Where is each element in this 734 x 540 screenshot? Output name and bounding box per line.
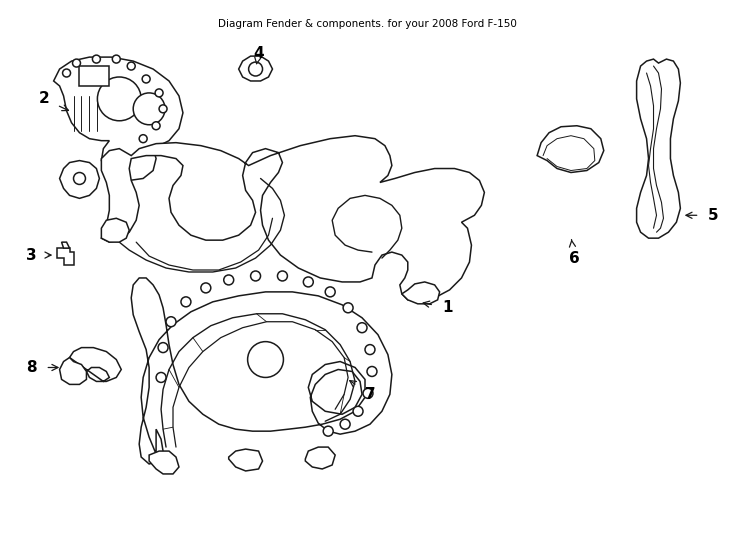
Polygon shape [70, 348, 121, 381]
Polygon shape [79, 66, 109, 86]
Circle shape [73, 59, 81, 67]
Circle shape [92, 55, 101, 63]
Polygon shape [149, 451, 179, 474]
Circle shape [127, 62, 135, 70]
Circle shape [353, 406, 363, 416]
Polygon shape [239, 56, 272, 81]
Circle shape [142, 75, 150, 83]
Text: 7: 7 [349, 381, 375, 402]
Text: 5: 5 [686, 208, 719, 223]
Text: Diagram Fender & components. for your 2008 Ford F-150: Diagram Fender & components. for your 20… [217, 19, 517, 29]
Polygon shape [636, 59, 680, 238]
Circle shape [365, 345, 375, 355]
Circle shape [303, 277, 313, 287]
Circle shape [139, 134, 147, 143]
Polygon shape [59, 357, 87, 384]
Polygon shape [57, 248, 73, 265]
Circle shape [247, 342, 283, 377]
Circle shape [159, 105, 167, 113]
Circle shape [158, 342, 168, 353]
Circle shape [224, 275, 233, 285]
Text: 6: 6 [569, 240, 579, 266]
Polygon shape [101, 136, 484, 302]
Circle shape [201, 283, 211, 293]
Circle shape [133, 93, 165, 125]
Polygon shape [305, 447, 335, 469]
Text: 2: 2 [38, 91, 68, 111]
Circle shape [367, 367, 377, 376]
Circle shape [166, 317, 176, 327]
Circle shape [155, 89, 163, 97]
Polygon shape [62, 242, 70, 248]
Polygon shape [59, 160, 99, 198]
Text: 3: 3 [26, 247, 51, 262]
Circle shape [340, 419, 350, 429]
Circle shape [156, 373, 166, 382]
Polygon shape [537, 126, 604, 172]
Circle shape [62, 69, 70, 77]
Circle shape [112, 55, 120, 63]
Text: 1: 1 [424, 300, 453, 315]
Polygon shape [401, 282, 440, 304]
Polygon shape [101, 218, 129, 242]
Circle shape [343, 303, 353, 313]
Circle shape [98, 77, 141, 121]
Circle shape [357, 323, 367, 333]
Text: 4: 4 [253, 45, 264, 64]
Circle shape [363, 388, 373, 399]
Circle shape [323, 426, 333, 436]
Polygon shape [131, 278, 392, 464]
Text: 8: 8 [26, 360, 58, 375]
Circle shape [277, 271, 288, 281]
Circle shape [249, 62, 263, 76]
Circle shape [325, 287, 335, 297]
Polygon shape [54, 57, 183, 180]
Circle shape [152, 122, 160, 130]
Circle shape [73, 172, 85, 185]
Circle shape [250, 271, 261, 281]
Polygon shape [229, 449, 263, 471]
Circle shape [181, 297, 191, 307]
